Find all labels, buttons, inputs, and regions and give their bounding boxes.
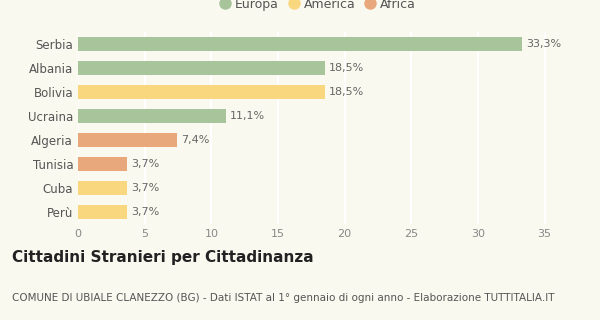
Legend: Europa, America, Africa: Europa, America, Africa <box>215 0 421 16</box>
Bar <box>78 61 325 75</box>
Text: 3,7%: 3,7% <box>131 207 160 217</box>
Bar <box>78 157 127 171</box>
Text: COMUNE DI UBIALE CLANEZZO (BG) - Dati ISTAT al 1° gennaio di ogni anno - Elabora: COMUNE DI UBIALE CLANEZZO (BG) - Dati IS… <box>12 293 554 303</box>
Bar <box>78 37 522 51</box>
Text: 18,5%: 18,5% <box>329 87 364 97</box>
Bar <box>78 181 127 195</box>
Text: 3,7%: 3,7% <box>131 159 160 169</box>
Text: Cittadini Stranieri per Cittadinanza: Cittadini Stranieri per Cittadinanza <box>12 250 314 265</box>
Text: 18,5%: 18,5% <box>329 63 364 73</box>
Text: 11,1%: 11,1% <box>230 111 265 121</box>
Bar <box>78 85 325 99</box>
Text: 33,3%: 33,3% <box>526 39 561 49</box>
Bar <box>78 133 176 147</box>
Text: 3,7%: 3,7% <box>131 183 160 193</box>
Text: 7,4%: 7,4% <box>181 135 209 145</box>
Bar <box>78 109 226 123</box>
Bar <box>78 205 127 219</box>
